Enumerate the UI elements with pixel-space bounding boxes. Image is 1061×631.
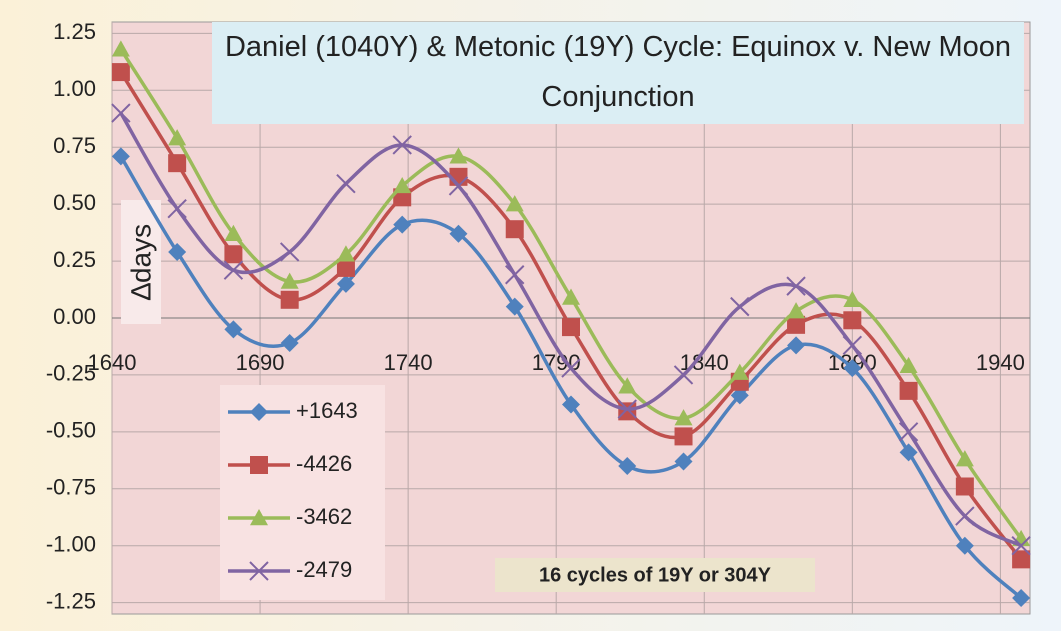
marker <box>505 265 525 285</box>
y-tick-label: 1.25 <box>53 19 96 44</box>
legend-marker <box>250 456 268 474</box>
marker <box>674 452 693 471</box>
x-tick-label: 1940 <box>976 350 1025 375</box>
marker <box>224 245 243 264</box>
marker <box>111 63 130 82</box>
marker <box>843 359 862 378</box>
legend-label: -3462 <box>296 504 352 529</box>
legend-box <box>220 385 385 600</box>
marker <box>280 272 299 289</box>
y-tick-label: 0.50 <box>53 190 96 215</box>
marker <box>336 173 356 194</box>
y-tick-label: -0.50 <box>46 418 96 443</box>
marker <box>336 258 355 277</box>
marker <box>673 365 694 385</box>
marker <box>562 318 580 337</box>
marker <box>279 242 300 262</box>
marker <box>955 506 975 526</box>
marker <box>899 443 918 462</box>
marker <box>730 296 750 317</box>
marker <box>168 129 187 146</box>
marker <box>505 195 524 212</box>
y-tick-label: 0.00 <box>53 304 96 329</box>
marker <box>449 147 468 164</box>
marker <box>674 427 693 446</box>
marker <box>787 302 806 319</box>
marker <box>898 422 919 442</box>
x-tick-label: 1640 <box>88 350 137 375</box>
marker <box>168 154 187 173</box>
marker <box>505 220 524 239</box>
marker <box>562 395 580 414</box>
marker <box>449 224 468 243</box>
marker <box>562 288 580 305</box>
y-label-group: ∆days <box>121 200 161 324</box>
marker <box>223 260 244 280</box>
marker <box>505 297 524 316</box>
marker <box>787 315 806 334</box>
annotation: 16 cycles of 19Y or 304Y <box>539 564 772 586</box>
legend-label: +1643 <box>296 398 358 423</box>
marker <box>168 242 187 261</box>
y-label: ∆days <box>125 224 156 300</box>
marker <box>786 276 806 296</box>
marker <box>842 335 863 356</box>
marker <box>561 358 581 378</box>
marker <box>111 40 130 57</box>
y-tick-label: -1.25 <box>46 588 96 613</box>
marker <box>618 457 637 475</box>
marker <box>1012 550 1031 569</box>
marker <box>618 402 637 421</box>
marker <box>336 274 355 293</box>
marker <box>955 536 974 555</box>
legend-marker <box>249 561 269 581</box>
marker <box>393 215 412 234</box>
y-tick-label: 0.25 <box>53 247 96 272</box>
y-tick-label: -0.25 <box>46 361 96 386</box>
marker <box>955 450 974 467</box>
y-tick-label: 1.00 <box>53 76 96 101</box>
marker <box>336 245 355 262</box>
marker <box>393 176 412 194</box>
annotation-box <box>495 558 815 592</box>
y-tick-label: 0.75 <box>53 133 96 158</box>
marker <box>843 290 862 307</box>
marker <box>674 409 693 426</box>
legend-label: -2479 <box>296 557 352 582</box>
marker <box>618 377 637 394</box>
x-tick-label: 1690 <box>236 350 285 375</box>
y-label-box <box>121 200 161 324</box>
marker <box>955 477 974 496</box>
marker <box>224 224 243 241</box>
y-tick-label: -1.00 <box>46 532 96 557</box>
legend-marker <box>250 509 268 526</box>
marker <box>167 199 187 219</box>
marker <box>899 381 918 400</box>
chart-title: Daniel (1040Y) & Metonic (19Y) Cycle: Eq… <box>212 22 1024 124</box>
legend-marker <box>250 403 268 421</box>
marker <box>111 103 131 123</box>
marker <box>1012 589 1031 608</box>
marker <box>787 336 806 355</box>
marker <box>448 176 469 196</box>
marker <box>392 135 412 155</box>
marker <box>280 334 299 353</box>
legend-label: -4426 <box>296 451 352 476</box>
marker <box>111 147 130 166</box>
marker <box>617 399 637 419</box>
marker <box>730 363 749 380</box>
marker <box>1011 535 1031 556</box>
marker <box>843 311 862 330</box>
x-tick-label: 1740 <box>384 350 433 375</box>
marker <box>899 356 918 374</box>
y-tick-label: -0.75 <box>46 475 96 500</box>
marker <box>730 386 749 405</box>
marker <box>280 290 299 309</box>
marker <box>224 320 243 339</box>
